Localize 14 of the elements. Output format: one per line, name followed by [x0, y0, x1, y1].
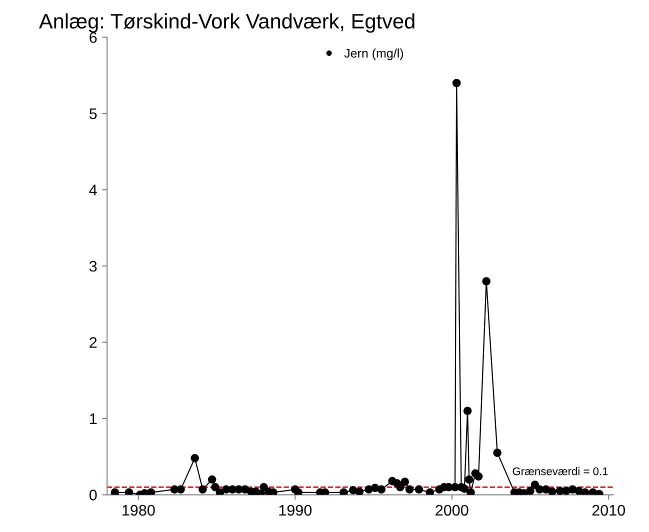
- y-tick-label: 1: [90, 414, 97, 424]
- x-tick-label: 2010: [592, 504, 625, 516]
- y-tick-label: 4: [89, 184, 97, 196]
- y-tick-label: 6: [90, 32, 97, 43]
- ref-line-label: Grænseværdi = 0.1: [512, 467, 608, 476]
- legend-label: Jern (mg/l): [344, 48, 404, 60]
- y-tick-label: 2: [90, 337, 97, 348]
- y-tick-label: 0: [89, 490, 97, 500]
- x-tick-label: 1980: [122, 504, 155, 516]
- y-tick-label: 3: [89, 260, 97, 272]
- y-tick-label: 5: [89, 108, 97, 120]
- x-tick-label: 1990: [279, 504, 312, 516]
- x-tick-label: 2000: [436, 504, 468, 516]
- chart-title: Anlæg: Tørskind-Vork Vandværk, Egtved: [38, 13, 414, 33]
